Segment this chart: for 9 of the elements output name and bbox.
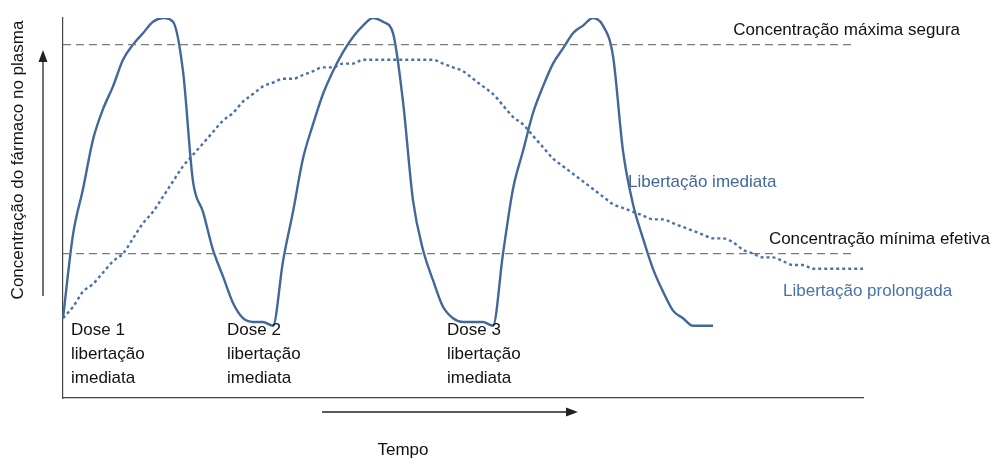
series-label: Libertação imediata (628, 171, 777, 191)
annotation: Dose 2 libertação imediata (227, 320, 301, 388)
series-label: Libertação prolongada (783, 280, 953, 300)
ref-line-label: Concentração máxima segura (733, 19, 961, 39)
ref-line-label: Concentração mínima efetiva (768, 228, 991, 248)
x-axis-title: Tempo (376, 440, 430, 460)
annotation: Dose 3 libertação imediata (447, 320, 521, 388)
annotation: Dose 1 libertação imediata (71, 320, 145, 388)
y-axis-title: Concentração do fármaco no plasma (8, 19, 28, 302)
